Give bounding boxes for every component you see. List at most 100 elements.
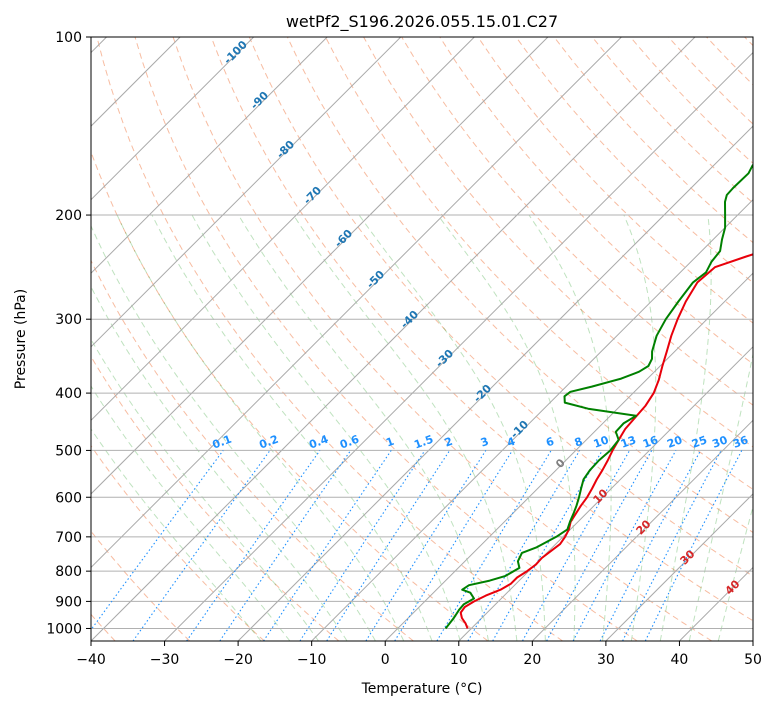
dry-adiabat-label: -20 — [471, 382, 494, 405]
dry-adiabat-line — [91, 444, 265, 641]
mixing-ratio-label: 0.2 — [257, 433, 280, 452]
moist-adiabat-line — [116, 214, 405, 641]
dry-adiabat-line — [172, 37, 713, 641]
isotherm — [679, 566, 753, 641]
dry-adiabat-line — [325, 37, 753, 490]
isotherm — [91, 37, 255, 201]
moist-adiabat-line — [292, 214, 518, 641]
dry-adiabat-label: -60 — [332, 227, 355, 250]
x-tick-label: 40 — [671, 652, 689, 668]
moist-adiabat-line — [623, 214, 657, 641]
x-axis-label: Temperature (°C) — [361, 681, 483, 697]
y-tick-label: 500 — [55, 443, 82, 459]
isobar-grid — [91, 37, 753, 629]
y-tick-label: 900 — [55, 594, 82, 610]
y-tick-label: 300 — [55, 312, 82, 328]
dry-adiabat-label: -40 — [398, 308, 421, 331]
mixing-ratio-label: 0.1 — [211, 433, 234, 452]
isotherm — [91, 37, 549, 495]
plot-area: 0.1 0.2 0.4 0.6 1 1.5 2 3 4 6 8 10 13 16 20 25 30 36 -100… — [91, 37, 753, 641]
mixing-ratio-label: 2 — [443, 435, 455, 450]
mixing-ratio-line — [219, 450, 352, 641]
dry-adiabat-line — [706, 37, 753, 86]
dry-adiabat-line — [96, 37, 563, 641]
mixing-ratio-line — [436, 450, 552, 641]
dry-adiabat-line — [210, 37, 753, 622]
dry-adiabats — [91, 37, 753, 641]
isotherm — [531, 419, 753, 641]
mixing-ratio-line — [91, 450, 224, 631]
dry-adiabat-label: -70 — [301, 184, 324, 207]
y-tick-label: 400 — [55, 386, 82, 402]
mixing-ratio-line — [599, 450, 702, 641]
isotherm — [91, 37, 696, 641]
moist-adiabat-line — [91, 338, 319, 641]
mixing-ratio-label: 20 — [665, 433, 684, 451]
mixing-ratio-line — [326, 450, 451, 641]
mixing-ratio-label: 30 — [710, 433, 729, 451]
moist-adiabat-line — [91, 285, 348, 641]
mixing-ratio-line — [572, 450, 677, 641]
y-tick-label: 200 — [55, 208, 82, 224]
x-axis: −40 −30 −20 −10 0 10 20 30 40 50 — [76, 641, 762, 668]
isotherm — [91, 37, 328, 274]
y-axis-label: Pressure (hPa) — [13, 289, 29, 389]
temperature-profile-line — [459, 253, 753, 629]
moist-adiabat-line — [358, 214, 546, 641]
mixing-ratio-label: 8 — [573, 435, 585, 450]
mixing-ratio-lines: 0.1 0.2 0.4 0.6 1 1.5 2 3 4 6 8 10 13 16 20 25 30 36 — [91, 433, 750, 641]
isotherm — [458, 346, 753, 641]
mixing-ratio-line — [522, 450, 631, 641]
isotherm — [91, 37, 402, 348]
moist-adiabat-label: 30 — [678, 547, 698, 567]
dry-adiabat-label: -50 — [364, 268, 387, 291]
moist-adiabat-line — [91, 428, 262, 641]
dry-adiabat-label: -100 — [221, 38, 250, 67]
mixing-ratio-label: 3 — [479, 435, 491, 450]
moist-adiabats — [91, 214, 753, 641]
mixing-ratio-line — [132, 450, 271, 641]
line-annotations: -100 -90 -80 -70 -60 -50 -40 -30 -20 -10… — [221, 38, 743, 598]
plot-frame — [90, 36, 754, 642]
x-tick-label: 20 — [523, 652, 541, 668]
dry-adiabat-line — [91, 259, 414, 641]
y-tick-label: 800 — [55, 564, 82, 580]
moist-adiabat-line — [91, 385, 291, 641]
moist-adiabat-line — [151, 214, 433, 641]
mixing-ratio-line — [263, 450, 392, 641]
moist-adiabat-line — [437, 214, 576, 641]
dry-adiabat-line — [515, 37, 753, 284]
profile-series — [444, 163, 753, 630]
x-tick-label: −30 — [150, 652, 180, 668]
mixing-ratio-label: 1.5 — [412, 433, 435, 452]
isotherm — [311, 198, 753, 641]
moist-adiabat-line — [659, 214, 712, 641]
x-tick-label: −40 — [76, 652, 106, 668]
dry-adiabat-line — [91, 355, 340, 641]
y-tick-label: 700 — [55, 530, 82, 546]
mixing-ratio-line — [365, 450, 487, 641]
mixing-ratio-line — [186, 450, 321, 641]
chart-title: wetPf2_S196.2026.055.15.01.C27 — [286, 12, 558, 32]
isotherm — [91, 37, 622, 569]
x-tick-label: −10 — [297, 652, 327, 668]
isotherm — [384, 272, 753, 641]
mixing-ratio-line — [644, 450, 743, 641]
mixing-ratio-label: 1 — [384, 435, 396, 450]
x-tick-label: 30 — [597, 652, 615, 668]
moist-adiabat-label: 20 — [634, 517, 654, 537]
mixing-ratio-label: 25 — [690, 433, 709, 450]
mixing-ratio-label: 36 — [731, 433, 750, 451]
dry-adiabat-line — [591, 37, 753, 204]
mixing-ratio-line — [394, 450, 513, 641]
x-tick-label: −20 — [223, 652, 253, 668]
isotherm — [164, 51, 753, 641]
mixing-ratio-label: 10 — [592, 433, 611, 451]
dry-adiabat-line — [91, 150, 489, 641]
mixing-ratio-label: 0.6 — [338, 433, 361, 452]
x-tick-label: 50 — [744, 652, 762, 668]
mixing-ratio-label: 6 — [544, 435, 556, 450]
dry-adiabat-label: -90 — [248, 89, 271, 112]
y-tick-label: 100 — [55, 30, 82, 46]
